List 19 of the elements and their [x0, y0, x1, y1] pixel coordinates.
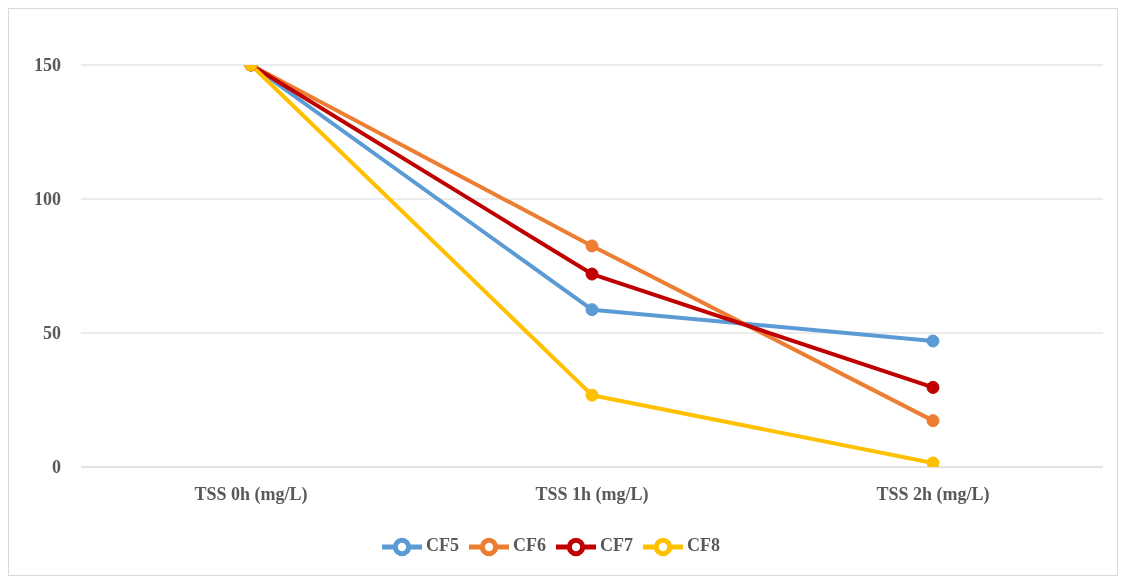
legend-label: CF7	[600, 535, 633, 556]
legend-label: CF8	[687, 535, 720, 556]
point	[585, 388, 599, 402]
point	[926, 334, 940, 348]
point	[585, 303, 599, 317]
point	[585, 267, 599, 281]
legend-label: CF5	[426, 535, 459, 556]
x-tick-label: TSS 1h (mg/L)	[535, 483, 649, 505]
point	[926, 414, 940, 428]
x-tick-label: TSS 2h (mg/L)	[876, 483, 990, 505]
legend-label: CF6	[513, 535, 546, 556]
x-tick-label: TSS 0h (mg/L)	[194, 483, 308, 505]
y-tick-label: 50	[43, 323, 61, 344]
point	[926, 456, 940, 467]
point	[585, 239, 599, 253]
y-tick-label: 0	[52, 457, 61, 478]
y-tick-label: 100	[34, 189, 61, 210]
y-tick-label: 150	[34, 55, 61, 76]
point	[926, 380, 940, 394]
